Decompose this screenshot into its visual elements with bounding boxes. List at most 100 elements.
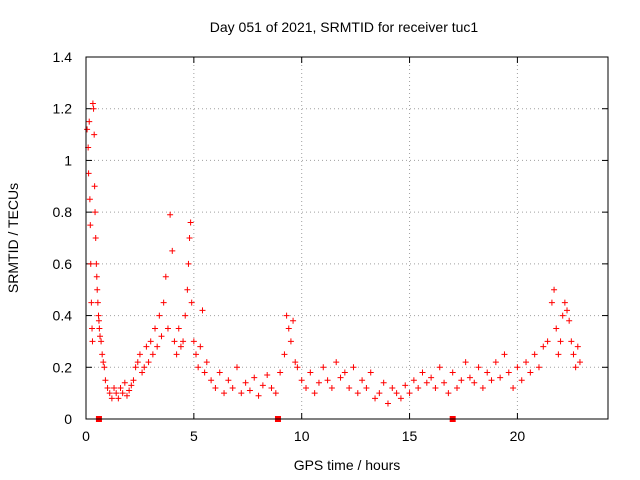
data-point xyxy=(389,384,396,391)
data-point xyxy=(139,369,146,376)
data-point xyxy=(432,384,439,391)
data-point xyxy=(123,392,130,399)
data-point xyxy=(126,387,133,394)
data-point xyxy=(201,369,208,376)
data-point xyxy=(195,364,202,371)
data-point xyxy=(294,364,301,371)
data-point xyxy=(86,118,93,125)
data-point xyxy=(559,312,566,319)
data-point xyxy=(145,359,152,366)
data-point xyxy=(169,247,176,254)
data-point xyxy=(363,384,370,391)
x-tick-label: 0 xyxy=(82,428,90,444)
data-point xyxy=(514,364,521,371)
data-point xyxy=(164,325,171,332)
data-point xyxy=(238,390,245,397)
data-point xyxy=(158,333,165,340)
data-point xyxy=(185,260,192,267)
y-tick-label: 0.2 xyxy=(53,359,73,375)
data-point xyxy=(540,343,547,350)
data-point xyxy=(570,351,577,358)
data-point xyxy=(121,379,128,386)
data-point xyxy=(92,235,99,241)
data-point xyxy=(94,299,101,306)
y-tick-label: 0 xyxy=(64,411,72,427)
x-tick-label: 20 xyxy=(510,428,526,444)
data-point xyxy=(101,364,108,371)
y-tick-label: 1.4 xyxy=(53,49,73,65)
data-point xyxy=(143,343,150,350)
data-point xyxy=(564,307,571,314)
data-point xyxy=(488,377,495,384)
data-point xyxy=(397,395,404,402)
data-point xyxy=(92,209,99,216)
axis-ticks: 0 0.2 0.4 0.6 0.8 1 1.2 1.4 0 5 10 15 20 xyxy=(53,49,608,444)
data-point xyxy=(113,390,120,397)
data-point xyxy=(410,377,417,384)
data-point xyxy=(492,359,499,366)
data-point xyxy=(264,372,271,379)
data-point xyxy=(255,392,262,399)
data-point xyxy=(548,299,555,306)
data-point xyxy=(212,384,219,391)
data-point xyxy=(225,377,232,384)
data-point xyxy=(341,369,348,376)
data-point xyxy=(96,325,103,332)
data-point xyxy=(281,351,288,358)
data-point xyxy=(510,384,517,391)
data-point xyxy=(89,338,96,345)
y-tick-label: 0.6 xyxy=(53,256,73,272)
data-point xyxy=(134,359,141,366)
data-point xyxy=(88,299,95,306)
data-point xyxy=(111,384,118,391)
data-point xyxy=(324,377,331,384)
data-point xyxy=(458,377,465,384)
y-tick-label: 0.4 xyxy=(53,308,73,324)
data-point xyxy=(119,390,126,397)
y-tick-label: 1 xyxy=(64,152,72,168)
data-point xyxy=(128,382,135,389)
data-point xyxy=(246,387,253,394)
data-point xyxy=(292,359,299,366)
data-point xyxy=(272,390,279,397)
data-point xyxy=(572,364,579,371)
data-point xyxy=(367,369,374,376)
data-point xyxy=(149,351,156,358)
data-point xyxy=(285,325,292,332)
data-point xyxy=(182,312,189,319)
data-point xyxy=(333,359,340,366)
data-point xyxy=(384,400,391,407)
data-point xyxy=(380,379,387,386)
data-point xyxy=(154,343,161,350)
data-point xyxy=(303,384,310,391)
data-point xyxy=(108,395,115,402)
data-point xyxy=(91,183,98,190)
data-point xyxy=(221,390,228,397)
data-point xyxy=(216,369,223,376)
data-point xyxy=(106,390,113,397)
data-point xyxy=(93,260,100,267)
data-point xyxy=(423,379,430,386)
data-point xyxy=(160,299,167,306)
data-point xyxy=(393,390,400,397)
data-point xyxy=(86,196,93,203)
data-point xyxy=(104,384,111,391)
data-point xyxy=(350,364,357,371)
data-point xyxy=(87,260,94,267)
grid xyxy=(86,57,608,419)
data-points xyxy=(84,100,583,407)
data-point xyxy=(162,273,169,280)
data-point xyxy=(187,219,194,226)
data-point xyxy=(290,317,297,324)
data-point xyxy=(531,351,538,358)
data-point xyxy=(471,379,478,386)
data-point xyxy=(415,384,422,391)
data-point xyxy=(462,359,469,366)
data-point xyxy=(311,390,318,397)
data-point xyxy=(91,131,98,138)
data-point xyxy=(553,325,560,332)
data-point xyxy=(203,359,210,366)
plot-frame xyxy=(85,56,609,420)
y-tick-label: 1.2 xyxy=(53,101,73,117)
